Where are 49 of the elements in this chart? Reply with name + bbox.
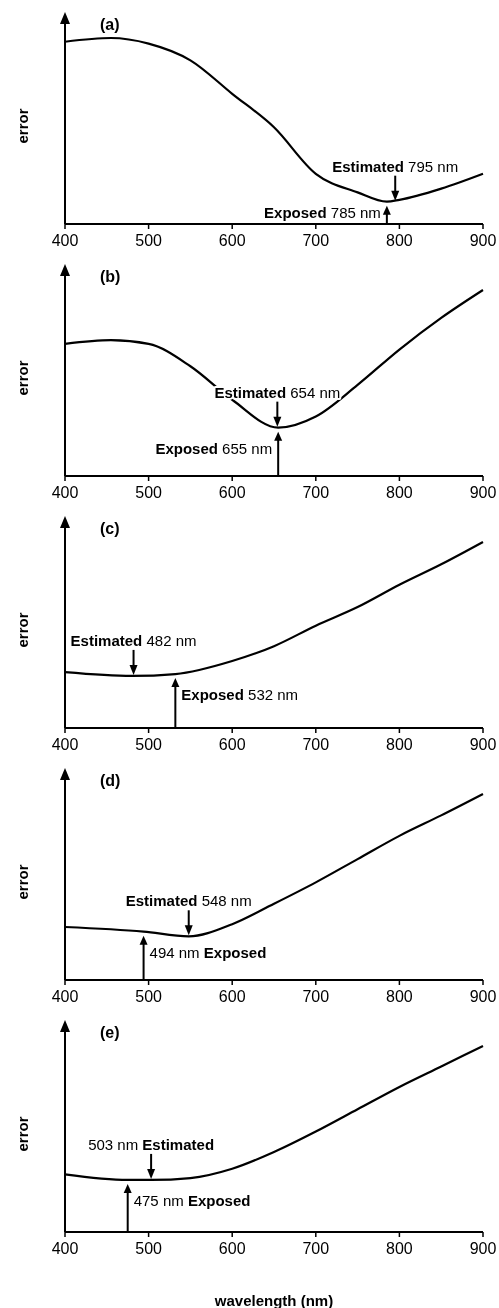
x-tick-label: 500 bbox=[135, 484, 163, 501]
x-tick-label: 400 bbox=[51, 1240, 79, 1257]
y-axis-title: error bbox=[14, 864, 31, 900]
annotation: 494 nm Exposed bbox=[149, 943, 267, 961]
x-tick-label: 600 bbox=[218, 1240, 246, 1257]
y-axis-title: error bbox=[14, 360, 31, 396]
x-tick-label: 500 bbox=[135, 988, 163, 1005]
x-tick-label: 900 bbox=[469, 1240, 497, 1257]
x-tick-label: 400 bbox=[51, 232, 79, 249]
y-axis-title: error bbox=[14, 1116, 31, 1152]
x-tick-label: 900 bbox=[469, 232, 497, 249]
chart-title: (b) bbox=[100, 268, 121, 285]
x-tick-label: 600 bbox=[218, 484, 246, 501]
x-tick-label: 400 bbox=[51, 484, 79, 501]
x-tick-label: 600 bbox=[218, 736, 246, 753]
x-tick-label: 500 bbox=[135, 232, 163, 249]
y-axis-title: error bbox=[14, 612, 31, 648]
chart-title: (c) bbox=[100, 520, 120, 537]
x-tick-label: 900 bbox=[469, 988, 497, 1005]
annotation: 475 nm Exposed bbox=[133, 1191, 251, 1209]
annotation: Estimated 482 nm bbox=[70, 631, 197, 649]
annotation: Exposed 532 nm bbox=[181, 686, 299, 704]
x-tick-label: 800 bbox=[386, 232, 413, 249]
annotation: Estimated 795 nm bbox=[332, 157, 459, 175]
annotation: 503 nm Estimated bbox=[88, 1135, 215, 1153]
x-tick-label: 600 bbox=[218, 232, 246, 249]
x-tick-label: 800 bbox=[386, 736, 413, 753]
x-tick-label: 500 bbox=[135, 736, 163, 753]
x-tick-label: 700 bbox=[302, 484, 330, 501]
annotation: Exposed 785 nm bbox=[264, 204, 381, 221]
x-tick-label: 900 bbox=[469, 484, 497, 501]
x-tick-label: 700 bbox=[302, 736, 330, 753]
x-tick-label: 900 bbox=[469, 736, 497, 753]
x-tick-label: 500 bbox=[135, 1240, 163, 1257]
x-tick-label: 800 bbox=[386, 988, 413, 1005]
x-tick-label: 800 bbox=[386, 1240, 413, 1257]
chart-title: (d) bbox=[100, 772, 121, 789]
y-axis-title: error bbox=[14, 108, 31, 144]
chart-title: (a) bbox=[100, 16, 120, 33]
x-tick-label: 600 bbox=[218, 988, 246, 1005]
x-tick-label: 400 bbox=[51, 736, 79, 753]
x-tick-label: 700 bbox=[302, 1240, 330, 1257]
annotation: Estimated 548 nm bbox=[125, 892, 252, 910]
x-tick-label: 400 bbox=[51, 988, 79, 1005]
x-tick-label: 700 bbox=[302, 988, 330, 1005]
annotation: Exposed 655 nm bbox=[155, 439, 273, 457]
x-tick-label: 700 bbox=[302, 232, 330, 249]
chart-title: (e) bbox=[100, 1024, 120, 1041]
x-tick-label: 800 bbox=[386, 484, 413, 501]
